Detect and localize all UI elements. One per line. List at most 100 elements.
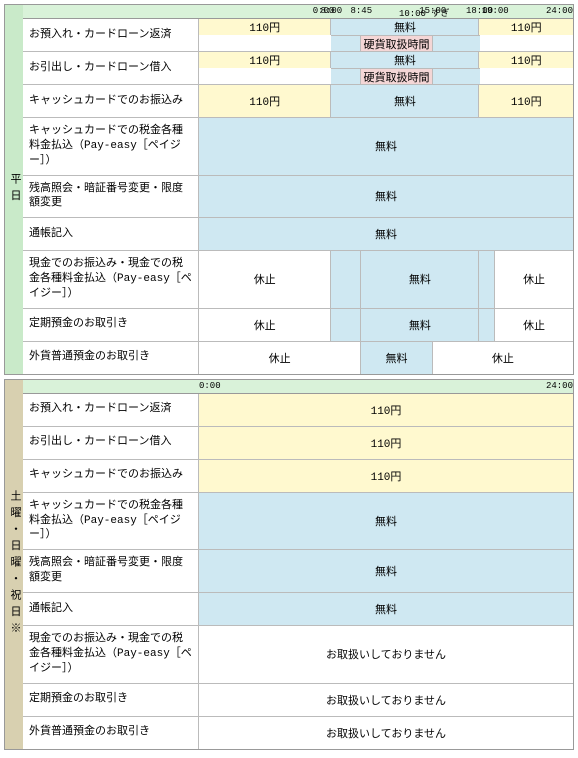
service-name: キャッシュカードでのお振込み xyxy=(23,460,199,492)
slot: 無料 xyxy=(331,52,479,68)
slot-line: 無料 xyxy=(199,176,573,218)
slot xyxy=(331,35,361,51)
weekend-section: 土曜・日曜・祝日※0:0024:00お預入れ・カードローン返済110円お引出し・… xyxy=(4,379,574,750)
slot: 無料 xyxy=(361,342,432,374)
slot-line: お取扱いしておりません xyxy=(199,717,573,749)
table-row: キャッシュカードでのお振込み110円無料110円 xyxy=(23,84,573,117)
slot-line: 110円 xyxy=(199,460,573,492)
slots: 休止無料休止 xyxy=(199,342,573,374)
table-row: 残高照会・暗証番号変更・限度額変更無料 xyxy=(23,549,573,592)
slot: 休止 xyxy=(495,251,573,308)
slots: 休止無料休止 xyxy=(199,309,573,341)
table-row: 定期預金のお取引きお取扱いしておりません xyxy=(23,683,573,716)
rows: お預入れ・カードローン返済110円お引出し・カードローン借入110円キャッシュカ… xyxy=(23,394,573,749)
slot: お取扱いしておりません xyxy=(199,684,573,716)
slot-line: 110円 xyxy=(199,427,573,459)
slot-line: お取扱いしておりません xyxy=(199,626,573,683)
day-label: 平日 xyxy=(5,5,23,374)
time-mark: 24:00 xyxy=(546,381,573,391)
slot-line: 110円無料110円 xyxy=(199,85,573,117)
table-row: 現金でのお振込み・現金での税金各種料金払込（Pay-easy［ペイジー］）お取扱… xyxy=(23,625,573,683)
service-name: 現金でのお振込み・現金での税金各種料金払込（Pay-easy［ペイジー］） xyxy=(23,251,199,308)
service-name: 定期預金のお取引き xyxy=(23,309,199,341)
slot-line: 110円無料110円 xyxy=(199,52,573,68)
weekday-section: 平日0:008:008:4510:00 すぎ15:0018:0019:0024:… xyxy=(4,4,574,375)
slot: 無料 xyxy=(199,593,573,625)
time-mark: 0:00 xyxy=(199,381,221,391)
table-row: 通帳記入無料 xyxy=(23,592,573,625)
table-row: キャッシュカードでのお振込み110円 xyxy=(23,459,573,492)
slot: お取扱いしておりません xyxy=(199,717,573,749)
slot: 110円 xyxy=(479,52,573,68)
slot: お取扱いしておりません xyxy=(199,626,573,683)
slot: 無料 xyxy=(199,176,573,218)
slot: 無料 xyxy=(331,19,479,35)
slot: 無料 xyxy=(331,85,479,117)
slot: 無料 xyxy=(199,218,573,250)
table-row: 定期預金のお取引き休止無料休止 xyxy=(23,308,573,341)
service-name: お預入れ・カードローン返済 xyxy=(23,19,199,51)
time-mark: 8:45 xyxy=(351,6,373,16)
table-row: 外貨普通預金のお取引き休止無料休止 xyxy=(23,341,573,374)
slot-line: 休止無料休止 xyxy=(199,342,573,374)
service-name: キャッシュカードでのお振込み xyxy=(23,85,199,117)
service-name: キャッシュカードでの税金各種料金払込（Pay-easy［ペイジー］） xyxy=(23,493,199,550)
slots: 110円無料110円硬貨取扱時間 xyxy=(199,52,573,84)
table-row: お預入れ・カードローン返済110円 xyxy=(23,394,573,426)
time-header: 0:00 24:00 xyxy=(23,380,573,394)
service-name: キャッシュカードでの税金各種料金払込（Pay-easy［ペイジー］） xyxy=(23,118,199,175)
slot: 110円 xyxy=(199,427,573,459)
slot: 110円 xyxy=(199,19,331,35)
slot-line: 110円無料110円 xyxy=(199,19,573,35)
service-name: 残高照会・暗証番号変更・限度額変更 xyxy=(23,176,199,218)
service-name: 外貨普通預金のお取引き xyxy=(23,342,199,374)
slot xyxy=(479,309,495,341)
slots: 無料 xyxy=(199,593,573,625)
section-body: 0:008:008:4510:00 すぎ15:0018:0019:0024:00… xyxy=(23,5,573,374)
service-name: 残高照会・暗証番号変更・限度額変更 xyxy=(23,550,199,592)
slots: 無料 xyxy=(199,118,573,175)
slot-line: 無料 xyxy=(199,218,573,250)
slot: 無料 xyxy=(361,251,479,308)
slots: お取扱いしておりません xyxy=(199,684,573,716)
time-mark: 8:00 xyxy=(321,6,343,16)
slots: 無料 xyxy=(199,176,573,218)
slot: 110円 xyxy=(199,85,331,117)
table-row: 残高照会・暗証番号変更・限度額変更無料 xyxy=(23,175,573,218)
service-name: お預入れ・カードローン返済 xyxy=(23,394,199,426)
service-name: お引出し・カードローン借入 xyxy=(23,52,199,84)
slots: お取扱いしておりません xyxy=(199,626,573,683)
slots: 110円無料110円硬貨取扱時間 xyxy=(199,19,573,51)
slot: 休止 xyxy=(199,309,331,341)
slot-line: 無料 xyxy=(199,593,573,625)
slot-line: 無料 xyxy=(199,550,573,592)
slot-line: 休止無料休止 xyxy=(199,251,573,308)
slot: 休止 xyxy=(495,309,573,341)
slot: 硬貨取扱時間 xyxy=(361,68,432,84)
slot: 休止 xyxy=(199,342,361,374)
slot xyxy=(433,68,480,84)
slot-line: 110円 xyxy=(199,394,573,426)
service-name: 外貨普通預金のお取引き xyxy=(23,717,199,749)
slot-line: 無料 xyxy=(199,118,573,175)
slot: 無料 xyxy=(361,309,479,341)
slots: 無料 xyxy=(199,493,573,550)
rows: お預入れ・カードローン返済110円無料110円硬貨取扱時間お引出し・カードローン… xyxy=(23,19,573,374)
table-row: 現金でのお振込み・現金での税金各種料金払込（Pay-easy［ペイジー］）休止無… xyxy=(23,250,573,308)
slot: 無料 xyxy=(199,493,573,550)
slots: 休止無料休止 xyxy=(199,251,573,308)
slot: 硬貨取扱時間 xyxy=(361,35,432,51)
table-row: お引出し・カードローン借入110円 xyxy=(23,426,573,459)
slots: 110円 xyxy=(199,394,573,426)
slot: 110円 xyxy=(479,85,573,117)
slot: 休止 xyxy=(199,251,331,308)
section-body: 0:0024:00お預入れ・カードローン返済110円お引出し・カードローン借入1… xyxy=(23,380,573,749)
day-label: 土曜・日曜・祝日※ xyxy=(5,380,23,749)
slot: 110円 xyxy=(479,19,573,35)
service-name: 通帳記入 xyxy=(23,218,199,250)
slot: 110円 xyxy=(199,460,573,492)
slot: 無料 xyxy=(199,550,573,592)
table-row: 外貨普通預金のお取引きお取扱いしておりません xyxy=(23,716,573,749)
table-row: キャッシュカードでの税金各種料金払込（Pay-easy［ペイジー］）無料 xyxy=(23,117,573,175)
slot-line: 休止無料休止 xyxy=(199,309,573,341)
